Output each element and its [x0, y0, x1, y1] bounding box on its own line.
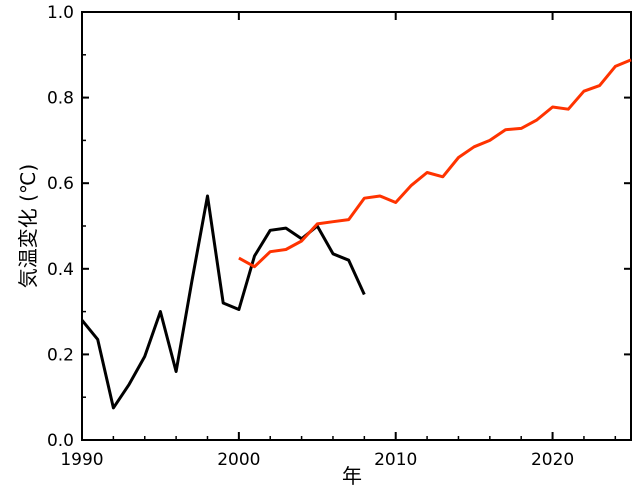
x-tick-label: 2000	[217, 450, 260, 470]
x-axis-title: 年	[342, 464, 362, 488]
y-axis-ticks: 0.0 0.2 0.4 0.6 0.8 1.0	[47, 3, 631, 451]
y-tick-label: 0.8	[47, 89, 74, 109]
x-tick-label: 2010	[374, 450, 417, 470]
y-tick-label: 0.6	[47, 174, 74, 194]
series-line-1	[80, 194, 366, 410]
y-tick-label: 1.0	[47, 3, 74, 23]
y-tick-label: 0.0	[47, 431, 74, 451]
x-tick-label: 2020	[531, 450, 574, 470]
y-tick-label: 0.2	[47, 345, 74, 365]
series-layer	[80, 58, 632, 410]
plot-frame	[81, 11, 632, 441]
y-axis-title: 気温変化 (℃)	[16, 164, 40, 288]
y-tick-label: 0.4	[47, 260, 74, 280]
x-tick-label: 1990	[60, 450, 103, 470]
series-line-2	[238, 58, 632, 269]
x-axis-ticks: 1990 2000 2010 2020	[60, 12, 617, 470]
